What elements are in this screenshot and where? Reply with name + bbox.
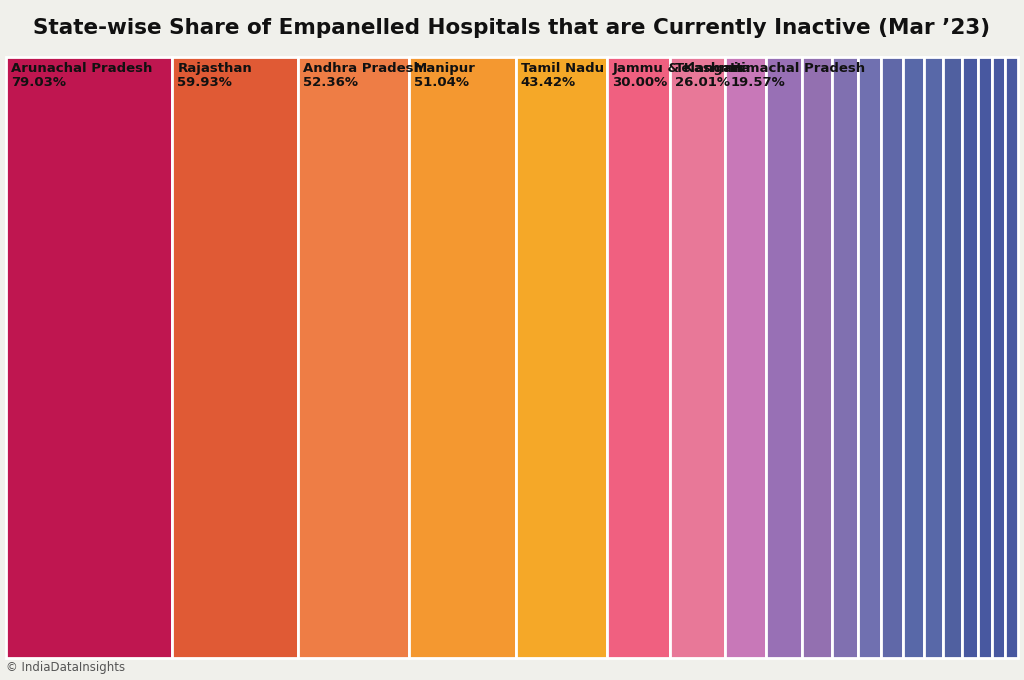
- FancyBboxPatch shape: [943, 57, 962, 658]
- Text: Manipur: Manipur: [414, 62, 475, 75]
- FancyBboxPatch shape: [725, 57, 766, 658]
- FancyBboxPatch shape: [766, 57, 802, 658]
- Text: 43.42%: 43.42%: [521, 76, 577, 89]
- Text: 30.00%: 30.00%: [612, 76, 668, 89]
- FancyBboxPatch shape: [516, 57, 607, 658]
- FancyBboxPatch shape: [978, 57, 992, 658]
- Text: © IndiaDataInsights: © IndiaDataInsights: [6, 661, 125, 674]
- FancyBboxPatch shape: [1006, 57, 1018, 658]
- FancyBboxPatch shape: [992, 57, 1006, 658]
- Text: Arunachal Pradesh: Arunachal Pradesh: [11, 62, 153, 75]
- FancyBboxPatch shape: [298, 57, 409, 658]
- FancyBboxPatch shape: [6, 57, 172, 658]
- FancyBboxPatch shape: [882, 57, 903, 658]
- Text: 26.01%: 26.01%: [676, 76, 730, 89]
- Text: Andhra Pradesh: Andhra Pradesh: [303, 62, 423, 75]
- FancyBboxPatch shape: [833, 57, 858, 658]
- Text: 19.57%: 19.57%: [730, 76, 784, 89]
- Text: 51.04%: 51.04%: [414, 76, 469, 89]
- FancyBboxPatch shape: [802, 57, 833, 658]
- FancyBboxPatch shape: [962, 57, 978, 658]
- Text: 79.03%: 79.03%: [11, 76, 66, 89]
- Text: Rajasthan: Rajasthan: [177, 62, 252, 75]
- FancyBboxPatch shape: [903, 57, 924, 658]
- Text: 59.93%: 59.93%: [177, 76, 232, 89]
- Text: Jammu & Kashmir: Jammu & Kashmir: [612, 62, 745, 75]
- FancyBboxPatch shape: [671, 57, 725, 658]
- FancyBboxPatch shape: [858, 57, 882, 658]
- Text: 52.36%: 52.36%: [303, 76, 358, 89]
- FancyBboxPatch shape: [607, 57, 671, 658]
- FancyBboxPatch shape: [172, 57, 298, 658]
- FancyBboxPatch shape: [924, 57, 943, 658]
- Text: State-wise Share of Empanelled Hospitals that are Currently Inactive (Mar ’23): State-wise Share of Empanelled Hospitals…: [34, 18, 990, 38]
- FancyBboxPatch shape: [409, 57, 516, 658]
- Text: Himachal Pradesh: Himachal Pradesh: [730, 62, 865, 75]
- Text: Tamil Nadu: Tamil Nadu: [521, 62, 604, 75]
- Text: Telangana: Telangana: [676, 62, 752, 75]
